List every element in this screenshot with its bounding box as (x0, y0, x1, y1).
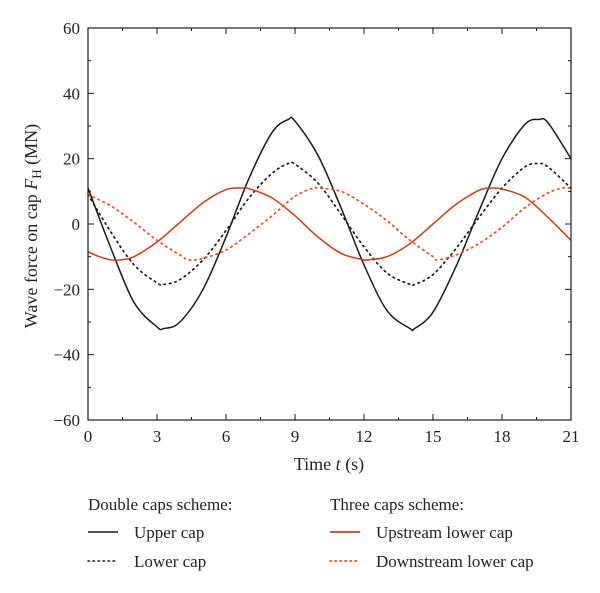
x-tick-label: 9 (291, 427, 300, 446)
y-tick-label: 0 (72, 215, 81, 234)
y-tick-label: 60 (63, 19, 80, 38)
x-tick-label: 18 (494, 427, 511, 446)
x-tick-label: 15 (425, 427, 442, 446)
y-tick-label: −60 (53, 411, 80, 430)
plot-lines (87, 116, 572, 332)
y-tick-label: −20 (53, 280, 80, 299)
plot-frame (87, 27, 572, 421)
y-tick-label: 40 (63, 84, 80, 103)
y-axis-ticks: −60 −40 −20 0 20 40 60 (53, 19, 571, 430)
x-tick-label: 12 (356, 427, 373, 446)
x-axis-ticks: 0 3 6 9 12 15 18 21 (84, 28, 580, 446)
y-axis-title: Wave force on cap FH (MN) (21, 124, 44, 328)
legend: Double caps scheme: Three caps scheme: U… (87, 495, 534, 571)
x-tick-label: 21 (563, 427, 580, 446)
series-line-upstream-lower-cap (87, 186, 572, 262)
legend-label-upstream-lower-cap: Upstream lower cap (376, 523, 513, 542)
legend-group-double-caps-title: Double caps scheme: (88, 495, 232, 514)
series-line-lower-cap (87, 161, 572, 287)
legend-label-downstream-lower-cap: Downstream lower cap (376, 552, 534, 571)
x-tick-label: 6 (222, 427, 231, 446)
legend-label-lower-cap: Lower cap (134, 552, 206, 571)
x-tick-label: 3 (153, 427, 162, 446)
x-axis-title: Time t (s) (294, 454, 364, 475)
series-line-upper-cap (87, 116, 572, 332)
legend-label-upper-cap: Upper cap (134, 523, 204, 542)
y-tick-label: −40 (53, 346, 80, 365)
y-tick-label: 20 (63, 150, 80, 169)
series-line-downstream-lower-cap (87, 186, 572, 261)
legend-group-three-caps-title: Three caps scheme: (330, 495, 464, 514)
x-tick-label: 0 (84, 427, 93, 446)
